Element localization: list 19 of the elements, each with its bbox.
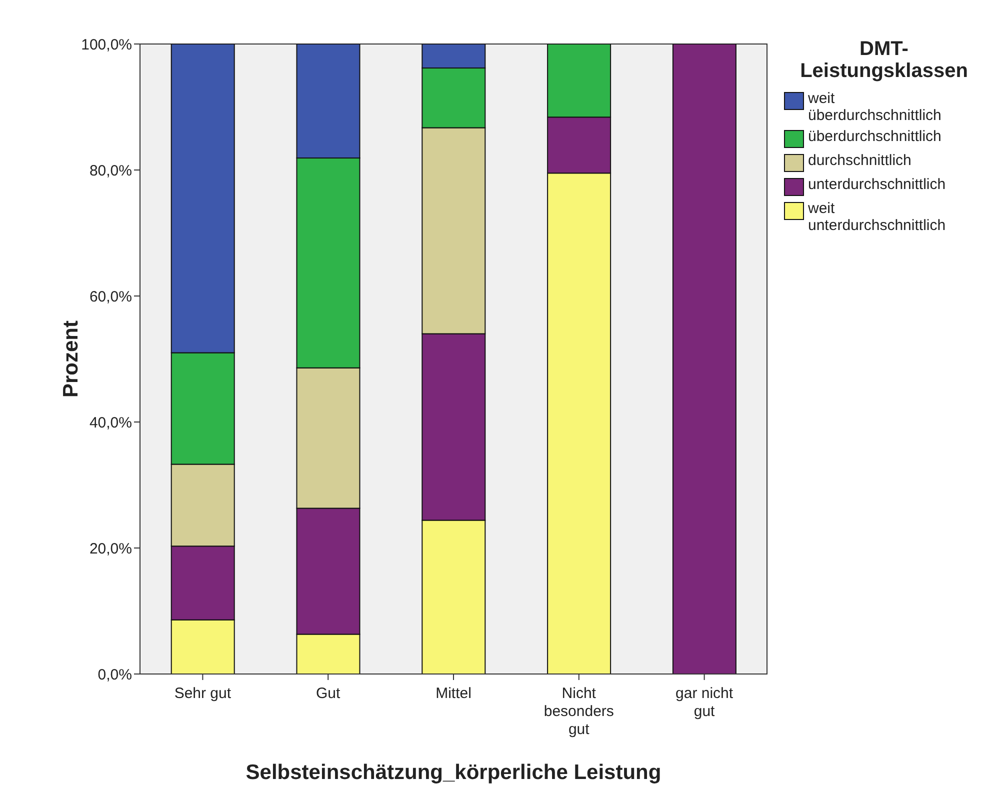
y-tick-label: 40,0% <box>89 414 132 432</box>
legend-label: durchschnittlich <box>808 152 912 169</box>
legend-title: DMT-Leistungsklassen <box>799 38 969 82</box>
x-tick-label: Mittel <box>436 685 472 702</box>
y-tick-label: 20,0% <box>89 540 132 558</box>
y-axis-title: Prozent <box>59 320 82 398</box>
x-tick-label: Nicht besonders gut <box>544 685 614 738</box>
x-tick-label: Gut <box>316 685 342 702</box>
y-tick-label: 0,0% <box>98 666 132 684</box>
x-tick-label: gar nicht gut <box>676 685 734 720</box>
legend-label: überdurchschnittlich <box>808 128 942 145</box>
x-axis-title: Selbsteinschätzung_körperliche Leistung <box>246 760 662 784</box>
y-tick-label: 60,0% <box>89 288 132 306</box>
bar <box>672 44 736 674</box>
x-tick-label: Sehr gut <box>174 685 232 702</box>
legend-label: unterdurchschnittlich <box>808 176 947 193</box>
y-tick-label: 80,0% <box>89 162 132 180</box>
legend-label: weit unterdurchschnittlich <box>808 200 947 234</box>
y-tick-label: 100,0% <box>81 36 132 54</box>
